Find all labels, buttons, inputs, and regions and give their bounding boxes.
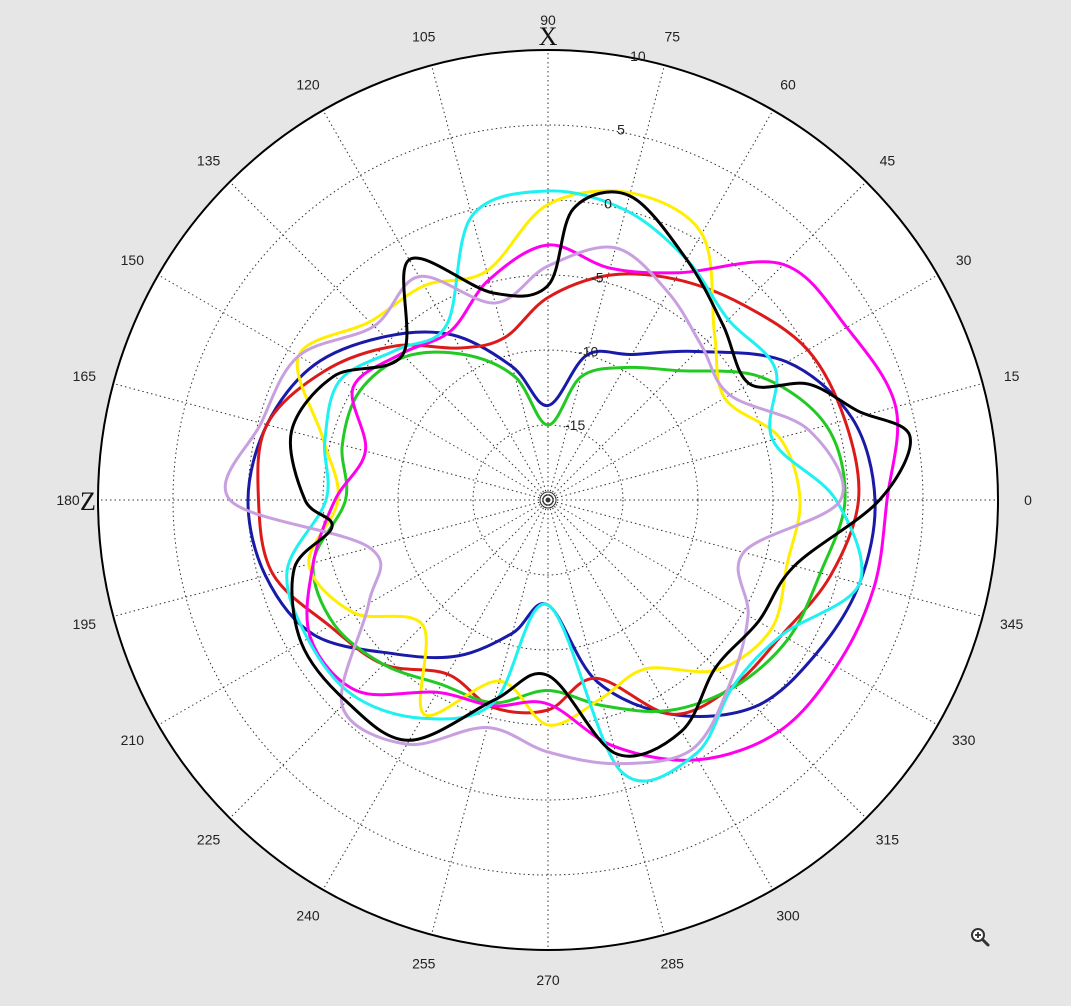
grid-spoke xyxy=(547,499,867,819)
angle-tick-label: 15 xyxy=(1004,368,1020,384)
angle-tick-label: 75 xyxy=(664,28,680,44)
angle-tick-label: 180 xyxy=(56,492,80,508)
grid-spoke xyxy=(229,181,549,501)
angle-tick-label: 315 xyxy=(876,831,900,847)
grid-spoke xyxy=(431,499,549,935)
center-marker xyxy=(539,491,557,509)
series-line-5 xyxy=(305,243,900,762)
grid-ring xyxy=(472,424,624,576)
angle-tick-label: 105 xyxy=(412,28,436,44)
series-layer xyxy=(223,189,912,783)
angle-tick-label: 255 xyxy=(412,956,436,972)
angle-tick-label: 135 xyxy=(197,153,221,169)
grid-spoke xyxy=(547,383,983,501)
grid-ring xyxy=(247,199,849,801)
radial-tick-label: 10 xyxy=(630,48,646,64)
z-axis-letter: Z xyxy=(80,487,96,516)
grid-spoke xyxy=(547,499,774,890)
angle-tick-label: 0 xyxy=(1024,492,1032,508)
angle-tick-label: 165 xyxy=(73,368,97,384)
angle-tick-label: 45 xyxy=(880,153,896,169)
series-line-8 xyxy=(289,190,912,758)
angle-tick-label: 120 xyxy=(296,76,320,92)
center-ring xyxy=(539,491,557,509)
grid-spoke xyxy=(113,499,549,617)
radial-tick-label: -5 xyxy=(591,269,604,285)
grid-spoke xyxy=(322,110,549,501)
grid-spoke xyxy=(547,65,665,501)
angle-tick-label: 330 xyxy=(952,732,976,748)
angle-tick-label: 210 xyxy=(121,732,145,748)
center-ring xyxy=(545,497,551,503)
grid-spoke xyxy=(547,499,983,617)
series-line-1 xyxy=(246,330,877,718)
angle-tick-label: 225 xyxy=(197,831,221,847)
grid-spoke xyxy=(547,274,938,501)
zoom-in-icon[interactable] xyxy=(969,926,991,948)
angle-tick-label: 90 xyxy=(540,12,556,28)
grid-spoke xyxy=(547,110,774,501)
radial-labels: -15 -10 -5 0 5 10 xyxy=(565,48,646,433)
center-ring xyxy=(542,494,554,506)
series-line-2 xyxy=(256,272,861,716)
angle-tick-label: 150 xyxy=(121,252,145,268)
grid-spoke xyxy=(113,383,549,501)
angle-tick-label: 60 xyxy=(780,76,796,92)
angle-tick-label: 240 xyxy=(296,908,320,924)
angle-tick-label: 270 xyxy=(536,972,560,988)
grid-spoke xyxy=(322,499,549,890)
grid-spoke xyxy=(229,499,549,819)
angle-tick-label: 285 xyxy=(661,956,685,972)
grid-spoke xyxy=(431,65,549,501)
angle-tick-label: 30 xyxy=(956,252,972,268)
series-line-3 xyxy=(311,350,847,713)
angle-tick-label: 195 xyxy=(73,616,97,632)
outer-ring xyxy=(97,49,999,951)
radial-tick-label: 0 xyxy=(604,196,612,212)
radial-tick-label: 5 xyxy=(617,122,625,138)
radial-tick-label: -15 xyxy=(565,417,585,433)
angle-tick-label: 345 xyxy=(1000,616,1024,632)
grid-spoke xyxy=(547,499,665,935)
grid-spoke xyxy=(547,181,867,501)
angle-labels: 0153045607590105120135150165180195210225… xyxy=(56,12,1032,988)
radial-tick-label: -10 xyxy=(578,343,598,359)
grid-spoke xyxy=(547,499,938,726)
x-axis-letter: X xyxy=(539,22,558,51)
series-line-7 xyxy=(223,245,845,766)
angle-tick-label: 300 xyxy=(776,908,800,924)
